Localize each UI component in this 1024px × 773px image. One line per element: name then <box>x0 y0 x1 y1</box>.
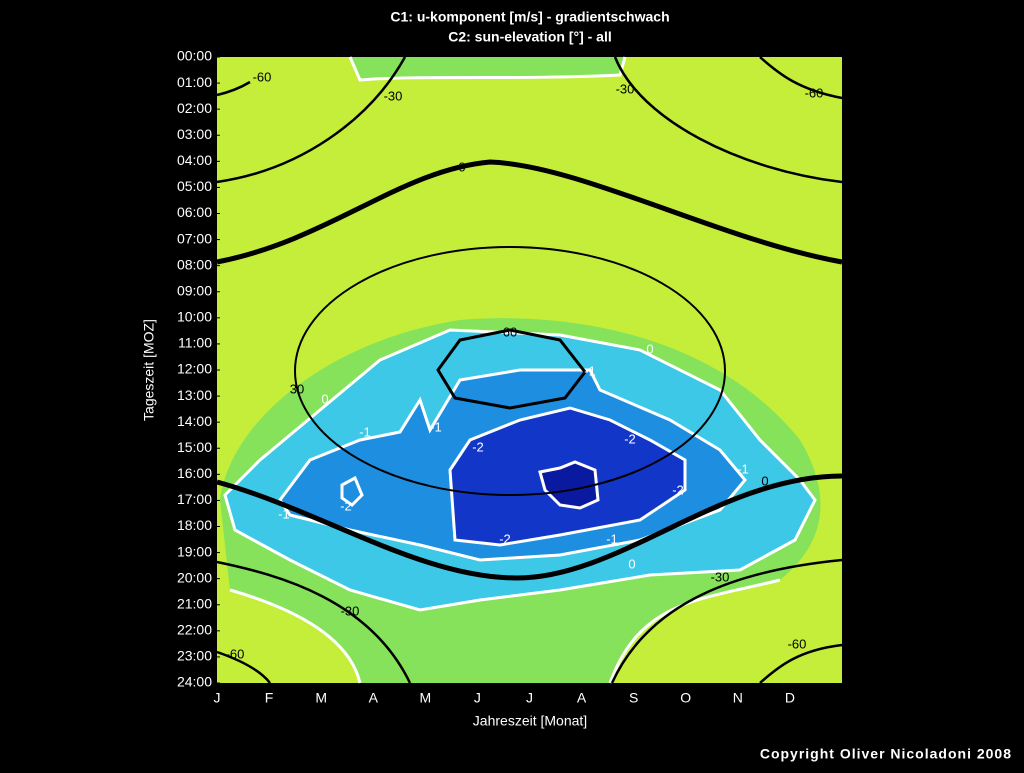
contour-label: -1 <box>278 506 290 521</box>
y-tick-label: 16:00 <box>177 465 212 481</box>
contour-label: -30 <box>616 81 635 96</box>
y-tick-label: 00:00 <box>177 48 212 64</box>
y-tick-label: 11:00 <box>178 335 212 351</box>
contour-line <box>436 328 587 410</box>
contour-label: -1 <box>430 419 442 434</box>
contour-line <box>348 56 627 82</box>
y-tick-label: 04:00 <box>177 152 212 168</box>
contour-label: -30 <box>341 603 360 618</box>
contour-label: -60 <box>788 636 807 651</box>
y-tick-label: 22:00 <box>177 622 212 638</box>
x-axis-label: Jahreszeit [Monat] <box>473 713 587 729</box>
y-tick-label: 01:00 <box>177 74 212 90</box>
y-tick-label: 14:00 <box>177 413 212 429</box>
y-tick-label: 23:00 <box>177 648 212 664</box>
contour-label: 0 <box>321 391 328 406</box>
field-region <box>540 462 598 508</box>
contour-label: -60 <box>226 646 245 661</box>
y-tick-label: 05:00 <box>177 178 212 194</box>
x-tick-label: J <box>474 690 481 706</box>
contour-line <box>216 643 843 684</box>
y-tick-label: 06:00 <box>177 204 212 220</box>
y-tick-label: 18:00 <box>177 517 212 533</box>
y-tick-label: 03:00 <box>177 126 212 142</box>
y-tick-label: 20:00 <box>177 569 212 585</box>
y-tick-label: 13:00 <box>177 387 212 403</box>
chart-subtitle: C2: sun-elevation [°] - all <box>448 29 612 45</box>
contour-line <box>340 475 364 507</box>
contour-label: -2 <box>472 439 484 454</box>
y-axis-label: Tageszeit [MOZ] <box>141 319 157 421</box>
contour-line <box>278 368 747 562</box>
contour-label: -2 <box>672 482 684 497</box>
x-tick-label: D <box>785 690 795 706</box>
contour-label: 0 <box>628 556 635 571</box>
contour-label: 0 <box>458 159 465 174</box>
y-tick-label: 17:00 <box>177 491 212 507</box>
contour-line <box>294 246 726 496</box>
contour-label: -1 <box>606 531 618 546</box>
y-tick-label: 02:00 <box>177 100 212 116</box>
plot-area: -60 -60 -60 -60 -30 -30 -30 -30 0 0 30 6… <box>216 56 843 684</box>
contour-label: 30 <box>290 381 304 396</box>
contour-line <box>216 56 843 100</box>
contour-line <box>216 473 843 581</box>
x-tick-label: F <box>265 690 274 706</box>
contour-line <box>538 460 600 510</box>
y-tick-label: 12:00 <box>177 361 212 377</box>
contour-label: -1 <box>737 461 749 476</box>
contour-label: -1 <box>584 363 596 378</box>
contour-label: -60 <box>805 85 824 100</box>
y-tick-label: 15:00 <box>177 439 212 455</box>
y-tick-label: 07:00 <box>177 230 212 246</box>
x-tick-label: J <box>526 690 533 706</box>
contour-label: -30 <box>384 88 403 103</box>
contour-label: -1 <box>359 424 371 439</box>
contour-label: 0 <box>761 473 768 488</box>
contour-line <box>216 558 843 684</box>
y-tick-label: 24:00 <box>177 674 212 690</box>
x-tick-label: A <box>369 690 379 706</box>
contour-label: -30 <box>711 569 730 584</box>
y-tick-label: 10:00 <box>177 309 212 325</box>
y-tick-label: 21:00 <box>177 595 212 611</box>
field-region <box>350 57 625 80</box>
x-tick-label: O <box>680 690 691 706</box>
contour-line <box>223 328 817 612</box>
contour-label: 0 <box>646 341 653 356</box>
contour-line <box>216 56 843 184</box>
contour-line <box>448 406 687 547</box>
contour-line <box>216 159 843 265</box>
contour-label: 60 <box>503 324 517 339</box>
contour-label: -2 <box>499 531 511 546</box>
x-tick-label: S <box>629 690 638 706</box>
contour-label: -2 <box>624 431 636 446</box>
y-tick-label: 08:00 <box>177 256 212 272</box>
x-tick-label: J <box>214 690 221 706</box>
contour-label: -2 <box>340 498 352 513</box>
y-tick-label: 19:00 <box>177 543 212 559</box>
copyright: Copyright Oliver Nicoladoni 2008 <box>760 746 1012 762</box>
x-tick-label: A <box>577 690 587 706</box>
contour-label: -60 <box>253 69 272 84</box>
x-tick-label: M <box>315 690 327 706</box>
x-tick-label: M <box>419 690 431 706</box>
chart-title: C1: u-komponent [m/s] - gradientschwach <box>390 9 669 25</box>
y-tick-label: 09:00 <box>177 282 212 298</box>
x-tick-label: N <box>733 690 743 706</box>
